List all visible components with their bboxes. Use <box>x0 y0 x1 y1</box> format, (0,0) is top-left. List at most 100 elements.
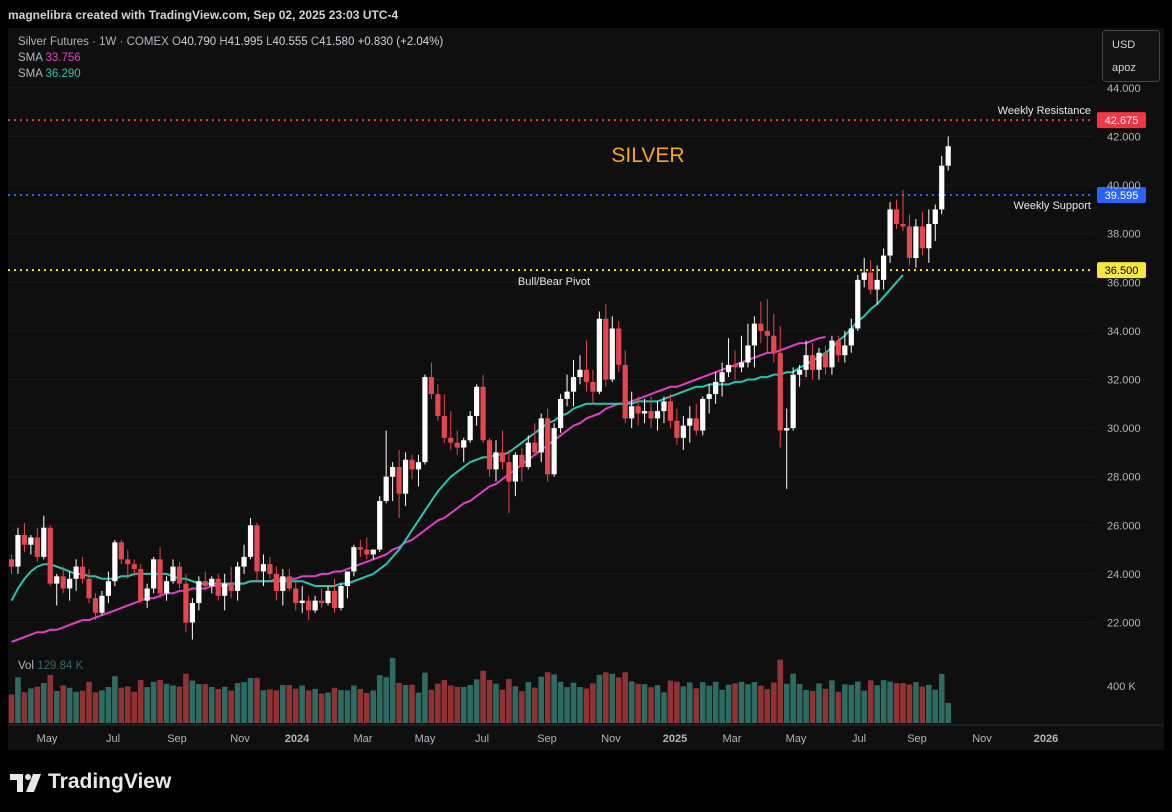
candle-body[interactable] <box>764 330 770 336</box>
candle-body[interactable] <box>331 590 338 608</box>
candle-body[interactable] <box>138 569 144 601</box>
candle-body[interactable] <box>60 576 66 589</box>
candle-body[interactable] <box>525 442 531 467</box>
candle-body[interactable] <box>67 578 73 589</box>
candle-body[interactable] <box>99 595 105 613</box>
candle-body[interactable] <box>674 420 680 438</box>
candle-body[interactable] <box>713 381 719 395</box>
candle-body[interactable] <box>215 578 221 596</box>
candle-body[interactable] <box>538 418 544 453</box>
candle-body[interactable] <box>364 549 370 555</box>
candle-body[interactable] <box>616 328 622 365</box>
candle-body[interactable] <box>790 374 796 429</box>
candle-body[interactable] <box>570 377 577 392</box>
candle-body[interactable] <box>486 440 493 470</box>
candle-body[interactable] <box>92 598 99 613</box>
candle-body[interactable] <box>325 590 331 604</box>
candle-body[interactable] <box>654 411 661 419</box>
candle-body[interactable] <box>745 345 751 363</box>
candle-body[interactable] <box>396 466 402 494</box>
scale-mode-label[interactable]: apoz <box>1112 62 1136 74</box>
candle-body[interactable] <box>370 549 376 555</box>
candle-body[interactable] <box>467 415 473 441</box>
candle-body[interactable] <box>939 165 945 210</box>
candle-body[interactable] <box>667 401 674 421</box>
candle-body[interactable] <box>583 369 590 382</box>
candle-body[interactable] <box>816 352 822 370</box>
candle-body[interactable] <box>596 318 602 392</box>
candle-body[interactable] <box>603 318 609 380</box>
candle-body[interactable] <box>900 223 906 227</box>
candle-body[interactable] <box>318 600 325 604</box>
candle-body[interactable] <box>506 462 512 482</box>
candle-body[interactable] <box>176 566 183 584</box>
candle-body[interactable] <box>377 501 383 550</box>
candle-body[interactable] <box>286 576 292 589</box>
candle-body[interactable] <box>532 442 538 453</box>
candle-body[interactable] <box>454 442 460 448</box>
candle-body[interactable] <box>493 452 499 470</box>
candle-body[interactable] <box>183 583 189 623</box>
candle-body[interactable] <box>441 415 447 438</box>
candle-body[interactable] <box>34 537 40 557</box>
candle-body[interactable] <box>648 411 654 419</box>
candle-body[interactable] <box>732 364 738 368</box>
candle-body[interactable] <box>8 559 15 567</box>
candle-body[interactable] <box>680 425 686 438</box>
candle-body[interactable] <box>564 391 570 399</box>
candle-body[interactable] <box>241 556 247 567</box>
candle-body[interactable] <box>189 603 195 623</box>
candle-body[interactable] <box>693 418 699 431</box>
candle-body[interactable] <box>758 323 764 331</box>
candle-body[interactable] <box>661 401 667 412</box>
currency-label[interactable]: USD <box>1112 39 1136 51</box>
candle-body[interactable] <box>590 381 596 392</box>
candle-body[interactable] <box>312 600 318 611</box>
candle-body[interactable] <box>777 352 783 431</box>
candle-body[interactable] <box>687 418 693 426</box>
candle-body[interactable] <box>21 535 28 545</box>
candle-body[interactable] <box>881 255 887 280</box>
candle-body[interactable] <box>428 377 434 395</box>
candle-body[interactable] <box>609 328 615 380</box>
candle-body[interactable] <box>209 578 215 587</box>
candle-body[interactable] <box>868 272 874 290</box>
candle-body[interactable] <box>390 466 396 477</box>
candle-body[interactable] <box>28 537 34 545</box>
candle-body[interactable] <box>700 398 706 431</box>
candle-body[interactable] <box>919 226 925 249</box>
candle-body[interactable] <box>112 542 118 582</box>
candle-body[interactable] <box>299 600 305 604</box>
candle-body[interactable] <box>157 559 163 594</box>
candle-body[interactable] <box>474 386 480 416</box>
candle-body[interactable] <box>422 377 428 463</box>
candle-body[interactable] <box>855 279 861 329</box>
candle-body[interactable] <box>842 345 848 356</box>
candle-body[interactable] <box>15 535 21 567</box>
candle-body[interactable] <box>163 581 170 594</box>
candle-body[interactable] <box>448 437 454 443</box>
candle-body[interactable] <box>499 452 506 463</box>
candle-body[interactable] <box>512 454 518 482</box>
candle-body[interactable] <box>835 340 841 356</box>
sma-slow-line[interactable] <box>11 336 826 643</box>
candle-body[interactable] <box>170 566 176 582</box>
candle-body[interactable] <box>280 576 286 591</box>
candle-body[interactable] <box>409 459 415 470</box>
candle-body[interactable] <box>228 583 234 591</box>
sma1-row[interactable]: SMA 33.756 <box>18 50 443 66</box>
candle-body[interactable] <box>54 576 60 584</box>
candle-body[interactable] <box>222 583 228 596</box>
candle-body[interactable] <box>480 386 486 441</box>
candle-body[interactable] <box>86 578 92 599</box>
candle-body[interactable] <box>725 364 732 373</box>
candle-body[interactable] <box>771 335 777 353</box>
candle-body[interactable] <box>105 581 111 596</box>
candle-body[interactable] <box>719 372 725 382</box>
candle-body[interactable] <box>254 525 260 572</box>
candle-body[interactable] <box>738 362 745 368</box>
candle-body[interactable] <box>932 209 938 224</box>
candle-body[interactable] <box>893 209 900 224</box>
candle-body[interactable] <box>144 588 150 601</box>
